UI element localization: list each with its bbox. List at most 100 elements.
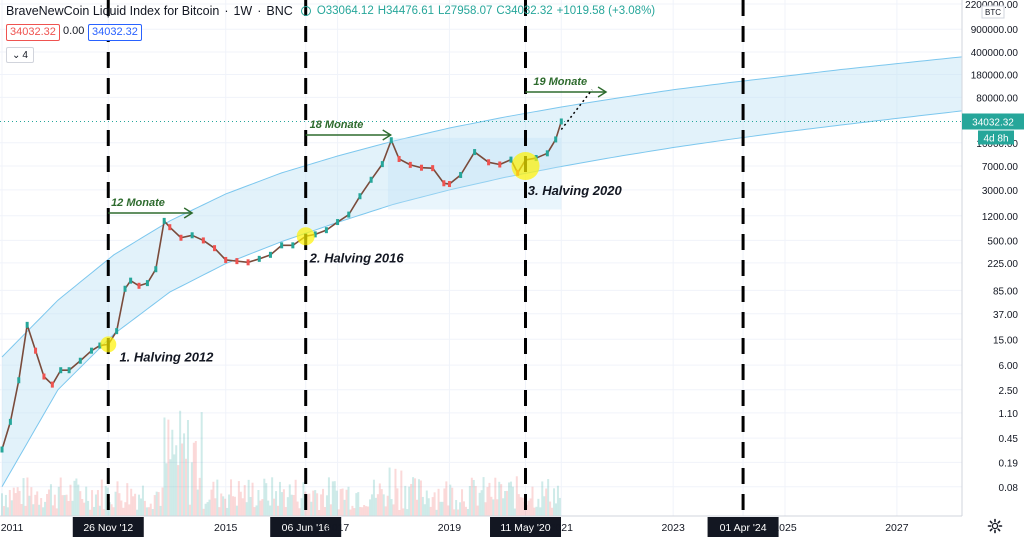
halving-2020-label: 3. Halving 2020 (528, 183, 623, 198)
halving-2012-label: 1. Halving 2012 (119, 350, 214, 365)
price-candle (50, 381, 54, 388)
price-candle (380, 161, 384, 168)
price-candle (554, 136, 558, 143)
currency-badge (981, 5, 1005, 19)
sell-price-chip[interactable]: 34032.32 (6, 24, 60, 41)
twelve-months-arrow-label: 12 Monate (111, 197, 165, 209)
time-marker-tag (72, 517, 144, 537)
countdown-tag (978, 130, 1014, 145)
collapse-indicators-button[interactable]: ⌄ 4 (6, 47, 34, 63)
price-axis-panel (962, 0, 1024, 516)
price-candle (447, 181, 451, 188)
market-status-icon (300, 6, 311, 16)
price-candle (78, 357, 82, 364)
open-value: O33064.12 (316, 5, 374, 17)
halving-highlight (100, 336, 117, 353)
price-candle (545, 150, 549, 157)
time-marker-tag (490, 517, 562, 537)
ohlc-values: O33064.12 H34476.61 L27958.07 C34032.32 … (317, 5, 655, 17)
twelve-months-arrow (108, 207, 194, 219)
arrow-head (597, 86, 608, 98)
indicator-count: 4 (22, 49, 28, 61)
price-candle (179, 234, 183, 241)
nineteen-months-arrow-label: 19 Monate (533, 76, 587, 88)
price-candle (154, 266, 158, 273)
price-candle (98, 342, 102, 349)
price-candle (34, 347, 38, 354)
price-candle (201, 237, 205, 244)
price-channel-band (2, 56, 964, 487)
price-candle (0, 446, 4, 453)
price-candle (280, 242, 284, 249)
price-candle (459, 171, 463, 178)
time-marker-tag (707, 517, 779, 537)
last-price-label: 34032.32 (972, 117, 1014, 128)
chart-legend-header: BraveNewCoin Liquid Index for Bitcoin · … (6, 4, 656, 18)
price-tick-label: 900000.00 (971, 25, 1019, 36)
price-tick-label: 15.00 (993, 335, 1018, 346)
time-tick-label: 2017 (326, 522, 350, 534)
price-candle (419, 164, 423, 171)
settings-button[interactable] (984, 516, 1006, 536)
exchange-label: BNC (266, 4, 293, 18)
price-tick-label: 7000.00 (982, 162, 1019, 173)
time-tick-label: 2011 (1, 522, 24, 534)
low-value: L27958.07 (438, 5, 493, 17)
time-marker-tag (270, 517, 342, 537)
price-tick-label: 225.00 (987, 259, 1018, 270)
price-tick-label: 0.45 (999, 434, 1019, 445)
price-candle (498, 161, 502, 168)
symbol-title[interactable]: BraveNewCoin Liquid Index for Bitcoin (6, 4, 220, 18)
price-candle (42, 373, 46, 380)
price-candle (473, 149, 477, 156)
close-value: C34032.32 (496, 5, 553, 17)
price-candle (389, 137, 393, 144)
price-tick-label: 2.50 (999, 386, 1019, 397)
gear-icon (987, 518, 1003, 534)
countdown-label: 4d 8h (983, 133, 1008, 144)
price-candle (347, 211, 351, 218)
price-candle (559, 118, 563, 125)
price-tick-label: 6.00 (999, 361, 1019, 372)
price-candle (235, 258, 239, 265)
channel-upper-line (1, 56, 965, 358)
time-tick-label: 2023 (661, 522, 685, 534)
price-tick-label: 0.08 (999, 483, 1019, 494)
price-candle (408, 161, 412, 168)
price-candle (509, 156, 513, 163)
time-marker-label: 11 May '20 (500, 522, 550, 534)
price-candle (168, 224, 172, 231)
price-candle (190, 232, 194, 239)
price-candle (129, 277, 133, 284)
price-candle (17, 377, 21, 384)
time-tick-label: 2027 (885, 522, 909, 534)
price-candle (291, 242, 295, 249)
price-tick-label: 400000.00 (971, 48, 1019, 59)
price-candle (313, 231, 317, 238)
price-candle (25, 321, 29, 328)
price-tick-label: 37.00 (993, 310, 1018, 321)
price-candle (67, 367, 71, 374)
price-candle (336, 219, 340, 226)
eighteen-months-arrow (305, 129, 393, 141)
interval-label[interactable]: 1W (233, 4, 253, 18)
price-candle (89, 347, 93, 354)
halving-highlight (511, 152, 540, 181)
change-value: +1019.58 (+3.08%) (556, 5, 656, 17)
price-tick-label: 85.00 (993, 286, 1018, 297)
price-series-line (1, 121, 563, 450)
arrow-head (183, 207, 194, 219)
buy-price-chip[interactable]: 34032.32 (88, 24, 142, 41)
price-tick-label: 1200.00 (982, 212, 1019, 223)
price-candle (123, 285, 127, 292)
price-candle (213, 245, 217, 252)
price-tick-label: 3000.00 (982, 186, 1019, 197)
price-candle (145, 280, 149, 287)
price-candle (487, 159, 491, 166)
halving-2016-label: 2. Halving 2016 (309, 250, 405, 265)
time-tick-label: 2019 (438, 522, 462, 534)
price-candle (137, 282, 141, 289)
price-tick-label: 0.19 (999, 458, 1019, 469)
last-price-tag (962, 113, 1024, 130)
